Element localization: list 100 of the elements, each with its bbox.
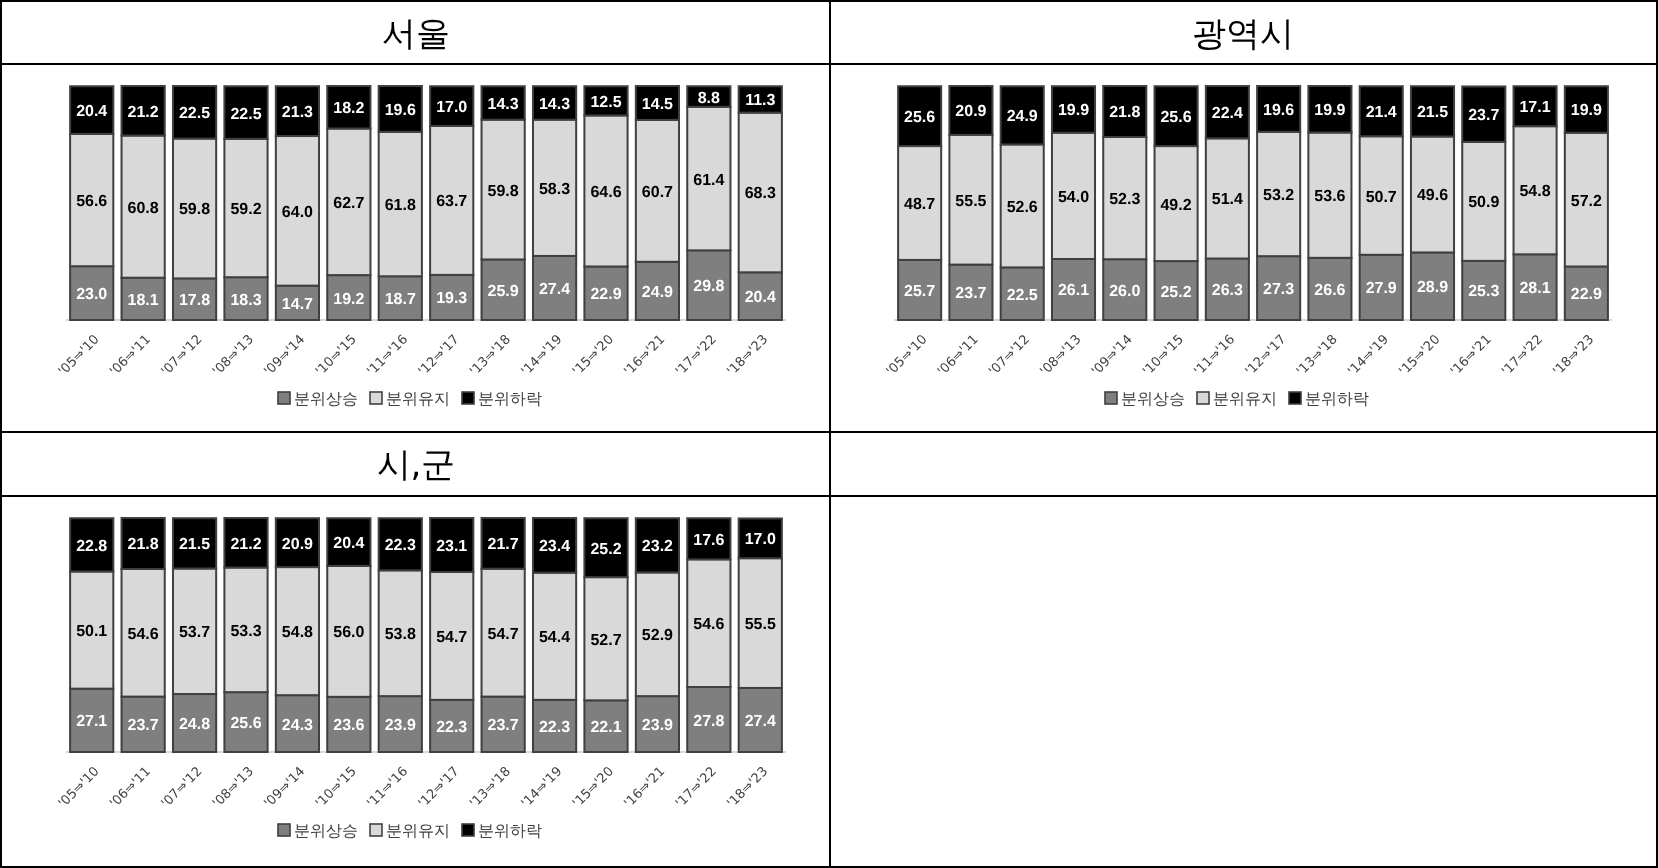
data-label: 27.1: [76, 712, 109, 731]
data-label: 22.5: [1006, 285, 1039, 304]
data-label: 58.3: [538, 179, 572, 198]
data-label: 54.0: [1057, 187, 1091, 206]
data-label: 19.2: [333, 289, 366, 308]
data-label: 25.7: [904, 281, 937, 300]
data-label: 18.1: [127, 290, 160, 309]
data-label: 14.5: [641, 94, 675, 113]
data-label: 20.4: [333, 534, 366, 553]
data-label: 18.2: [333, 99, 366, 118]
data-label: 21.8: [127, 535, 160, 554]
data-label: 49.2: [1160, 195, 1193, 214]
data-label: 27.4: [744, 711, 777, 730]
data-label: 21.7: [487, 535, 520, 554]
data-label: 56.6: [76, 192, 109, 211]
data-label: 61.8: [384, 196, 417, 215]
data-label: 19.9: [1314, 101, 1347, 120]
data-label: 19.6: [1263, 100, 1296, 119]
data-label: 22.9: [1570, 285, 1604, 304]
data-label: 22.3: [384, 536, 417, 555]
legend-label: 분위상승: [294, 390, 358, 408]
data-label: 21.2: [127, 102, 160, 121]
data-label: 27.8: [693, 711, 726, 730]
data-label: 12.5: [590, 92, 623, 111]
data-label: 21.3: [281, 103, 315, 122]
data-label: 55.5: [744, 615, 777, 634]
data-label: 68.3: [744, 184, 777, 203]
data-label: 20.9: [281, 534, 315, 553]
data-label: 29.8: [693, 277, 726, 296]
data-label: 18.7: [384, 290, 417, 309]
data-label: 24.9: [641, 282, 675, 301]
data-label: 22.1: [590, 718, 623, 737]
data-label: 61.4: [693, 170, 726, 189]
data-label: 27.4: [538, 279, 572, 298]
data-label: 53.3: [230, 621, 263, 640]
data-label: 50.9: [1468, 193, 1501, 212]
data-label: 23.7: [1468, 106, 1501, 125]
data-label: 55.5: [955, 191, 988, 210]
data-label: 20.4: [76, 102, 109, 121]
data-label: 23.2: [641, 537, 675, 556]
data-label: 21.2: [230, 534, 263, 553]
chart-title: 서울: [382, 15, 450, 55]
data-label: 25.6: [1160, 108, 1193, 127]
data-label: 19.9: [1570, 101, 1604, 120]
data-label: 14.3: [487, 94, 520, 113]
data-label: 22.3: [436, 717, 469, 736]
legend-label: 분위유지: [386, 390, 450, 408]
data-label: 17.1: [1519, 98, 1552, 117]
legend-label: 분위유지: [386, 822, 450, 840]
data-label: 22.9: [590, 285, 623, 304]
data-label: 59.8: [178, 200, 212, 219]
data-label: 8.8: [697, 88, 722, 107]
data-label: 52.9: [641, 626, 675, 645]
data-label: 25.3: [1468, 282, 1501, 301]
data-label: 22.3: [538, 717, 572, 736]
data-label: 50.7: [1365, 187, 1398, 206]
data-label: 14.3: [538, 94, 572, 113]
data-label: 54.6: [127, 624, 160, 643]
data-label: 11.3: [745, 91, 777, 110]
data-label: 17.6: [693, 530, 726, 549]
data-label: 54.7: [436, 627, 469, 646]
legend-label: 분위상승: [1121, 390, 1185, 408]
data-label: 52.6: [1006, 197, 1039, 216]
data-label: 24.3: [281, 715, 315, 734]
data-label: 51.4: [1211, 190, 1245, 209]
data-label: 54.8: [1519, 182, 1552, 201]
data-label: 60.7: [641, 182, 675, 201]
data-label: 53.7: [178, 623, 212, 642]
data-label: 23.4: [538, 537, 572, 556]
data-label: 25.2: [590, 539, 623, 558]
data-label: 56.0: [333, 623, 366, 642]
data-label: 53.8: [384, 625, 417, 644]
data-label: 28.1: [1519, 279, 1552, 298]
data-label: 26.3: [1211, 281, 1245, 300]
data-label: 64.6: [590, 182, 623, 201]
legend-label: 분위하락: [1305, 390, 1369, 408]
data-label: 27.3: [1263, 280, 1296, 299]
data-label: 21.5: [1416, 103, 1450, 122]
data-label: 53.2: [1263, 186, 1296, 204]
data-label: 22.5: [230, 104, 263, 123]
data-label: 64.0: [281, 202, 315, 221]
data-label: 52.3: [1109, 190, 1142, 209]
data-label: 27.9: [1365, 279, 1398, 298]
legend-label: 분위하락: [478, 822, 542, 840]
data-label: 28.9: [1416, 278, 1450, 297]
data-label: 19.6: [384, 100, 417, 119]
chart-title: 시,군: [376, 446, 456, 486]
data-label: 59.8: [487, 181, 520, 200]
legend-label: 분위유지: [1213, 390, 1277, 408]
data-label: 50.1: [76, 622, 109, 641]
data-label: 23.0: [76, 285, 109, 304]
data-label: 54.4: [538, 628, 572, 647]
data-label: 23.6: [333, 716, 366, 735]
data-label: 53.6: [1314, 187, 1347, 206]
data-label: 23.9: [641, 716, 675, 735]
legend-label: 분위상승: [294, 822, 358, 840]
data-label: 22.4: [1211, 104, 1245, 123]
data-label: 17.8: [178, 291, 212, 310]
data-label: 21.8: [1109, 103, 1142, 122]
legend-label: 분위하락: [478, 390, 542, 408]
